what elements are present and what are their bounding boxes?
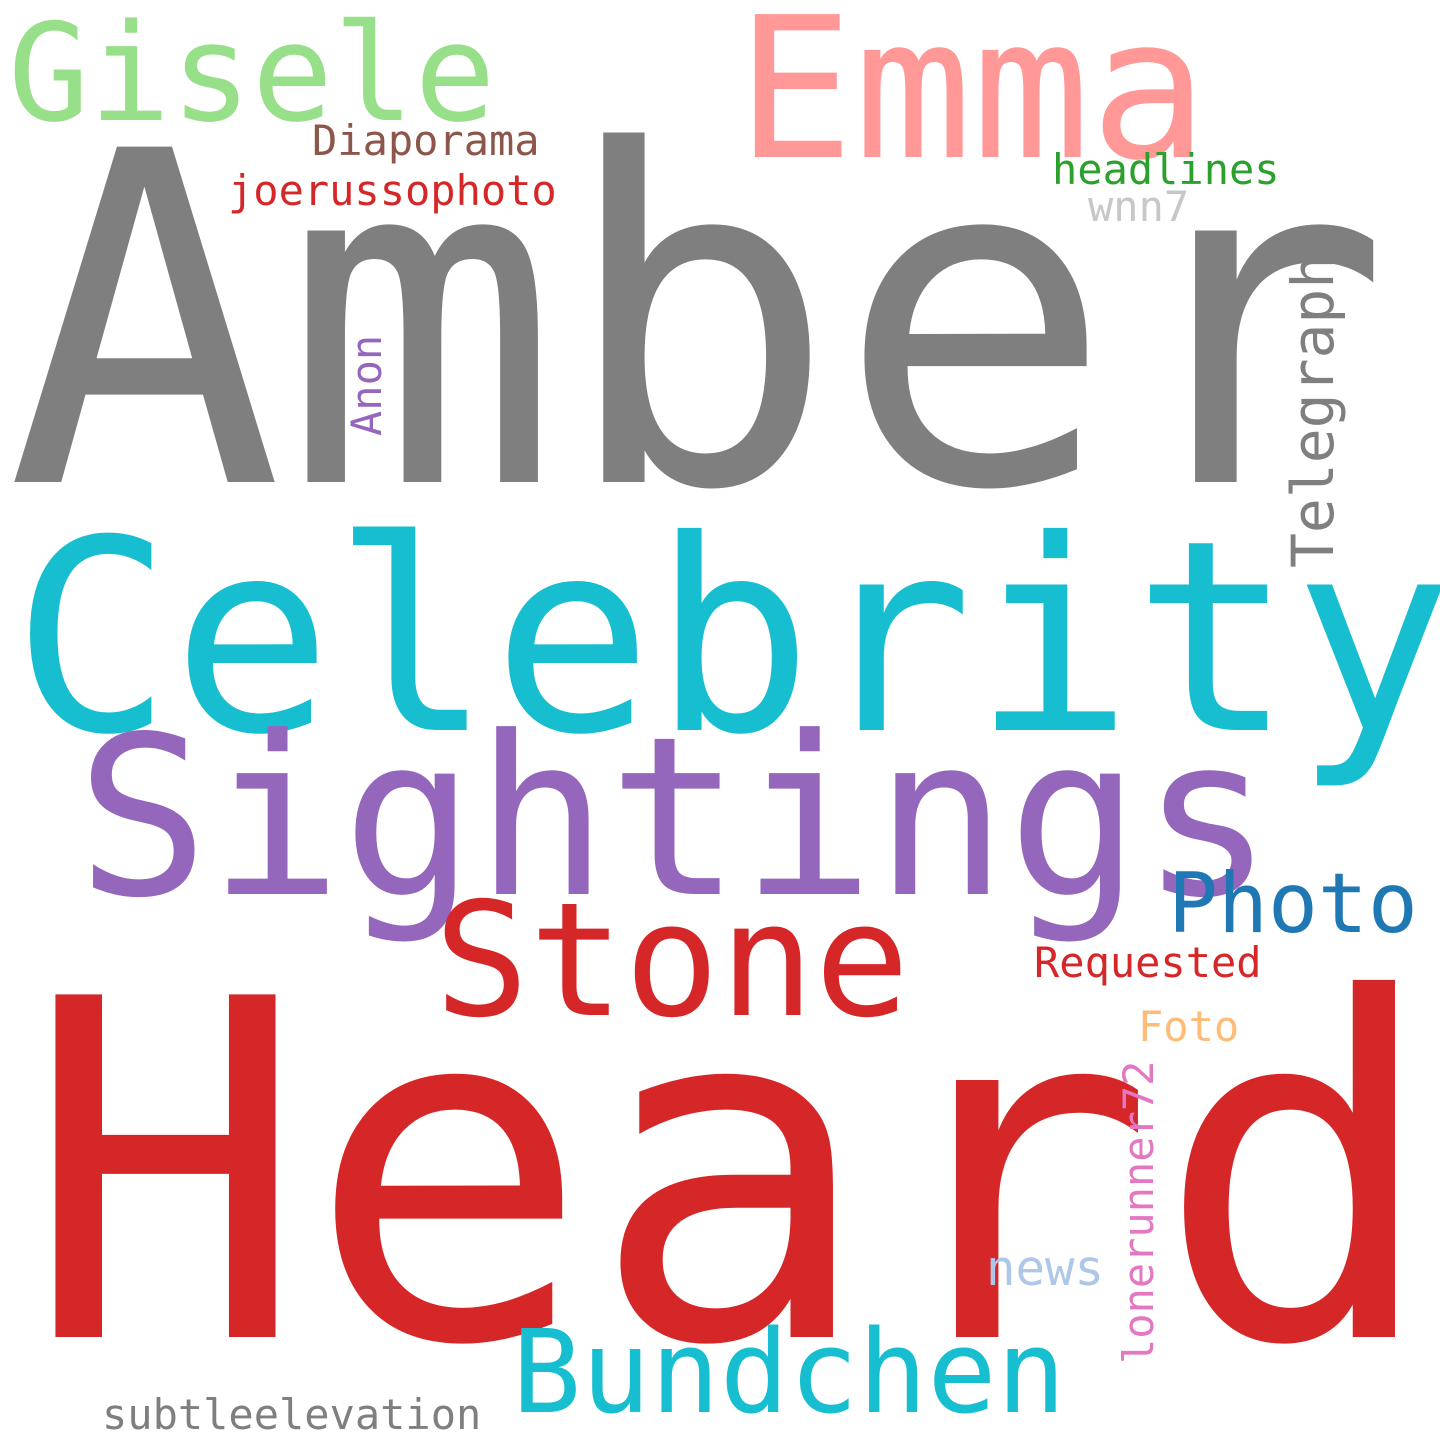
word-foto: Foto xyxy=(1138,1002,1240,1051)
word-news: news xyxy=(986,1240,1105,1297)
word-bundchen: Bundchen xyxy=(512,1306,1066,1440)
word-amber: Amber xyxy=(6,56,1391,591)
word-photo: Photo xyxy=(1168,855,1418,952)
word-requested: Requested xyxy=(1034,938,1262,987)
word-gisele: Gisele xyxy=(8,0,496,152)
word-telegraph: Telegraph xyxy=(1279,253,1347,568)
word-sightings: Sightings xyxy=(76,690,1274,947)
word-emma: Emma xyxy=(736,0,1209,204)
word-subtleelevation: subtleelevation xyxy=(102,1390,482,1439)
word-joerussophoto: joerussophoto xyxy=(228,166,557,215)
word-stone: Stone xyxy=(434,869,910,1053)
word-anon: Anon xyxy=(342,334,391,436)
word-lonerunner72: lonerunner72 xyxy=(1114,1060,1163,1364)
word-celebrity: Celebrity xyxy=(12,483,1440,793)
word-diaporama: Diaporama xyxy=(312,116,540,165)
word-heard: Heard xyxy=(24,901,1439,1448)
word-headlines: headlines xyxy=(1052,145,1280,194)
word-wnn7: wnn7 xyxy=(1088,182,1190,231)
